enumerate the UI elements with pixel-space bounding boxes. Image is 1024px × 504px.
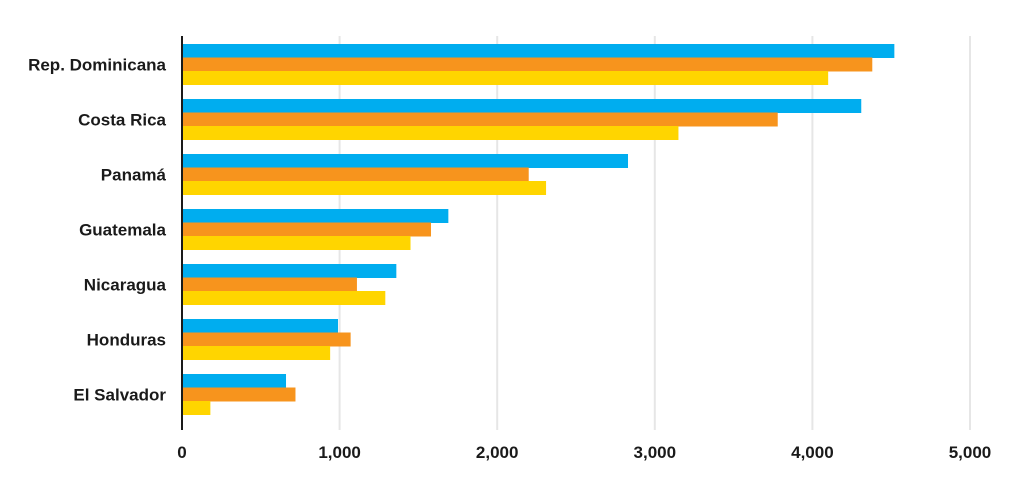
x-tick-label-2000: 2,000 [476, 443, 519, 462]
bar-rep-dominicana-series-1 [182, 44, 895, 58]
bars-layer [182, 44, 895, 415]
bar-costa-rica-series-1 [182, 99, 862, 113]
bar-nicaragua-series-2 [182, 277, 357, 292]
bar-panam-series-3 [182, 181, 547, 195]
category-label-panam: Panamá [101, 165, 167, 184]
category-label-rep-dominicana: Rep. Dominicana [28, 55, 166, 74]
bar-el-salvador-series-2 [182, 387, 296, 402]
bar-guatemala-series-3 [182, 236, 411, 250]
bar-guatemala-series-2 [182, 222, 432, 237]
category-label-honduras: Honduras [87, 330, 166, 349]
x-tick-label-3000: 3,000 [634, 443, 677, 462]
bar-costa-rica-series-2 [182, 112, 778, 127]
bar-el-salvador-series-1 [182, 374, 287, 388]
x-tick-label-1000: 1,000 [318, 443, 361, 462]
bar-costa-rica-series-3 [182, 126, 679, 140]
x-tick-label-0: 0 [177, 443, 186, 462]
x-tick-label-4000: 4,000 [791, 443, 834, 462]
category-label-costa-rica: Costa Rica [78, 110, 166, 129]
labels-layer: 0 1,000 2,000 3,000 4,000 5,000 Rep. Dominican… [28, 55, 991, 462]
bar-guatemala-series-1 [182, 209, 449, 223]
category-label-nicaragua: Nicaragua [84, 275, 167, 294]
bar-el-salvador-series-3 [182, 401, 211, 415]
bar-panam-series-2 [182, 167, 529, 182]
bar-panam-series-1 [182, 154, 629, 168]
x-tick-label-5000: 5,000 [949, 443, 992, 462]
category-label-guatemala: Guatemala [79, 220, 166, 239]
category-label-el-salvador: El Salvador [73, 385, 166, 404]
bar-honduras-series-1 [182, 319, 339, 333]
grid-layer [338, 36, 971, 430]
bar-rep-dominicana-series-2 [182, 57, 873, 72]
bar-honduras-series-2 [182, 332, 351, 347]
bar-honduras-series-3 [182, 346, 331, 360]
bar-nicaragua-series-1 [182, 264, 397, 278]
bar-nicaragua-series-3 [182, 291, 386, 305]
bar-rep-dominicana-series-3 [182, 71, 829, 85]
